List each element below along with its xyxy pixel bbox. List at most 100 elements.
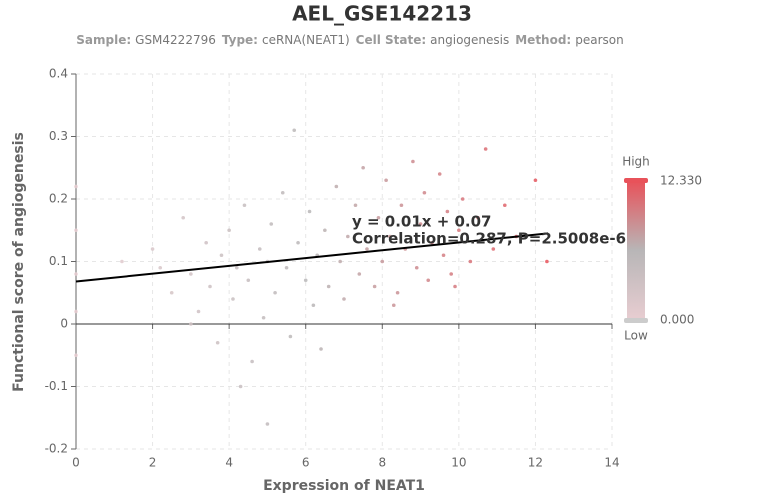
point [376,215,381,220]
point [457,228,461,233]
point [261,315,266,320]
subtitle-key: Method: [515,33,571,47]
y-tick-label: -0.2 [45,442,68,456]
point [533,178,538,183]
point [196,309,201,314]
x-tick-label: 12 [528,456,543,470]
point [246,278,251,283]
y-tick-label: 0.4 [49,67,68,81]
point [269,222,274,226]
point [503,203,507,208]
point [365,247,369,251]
legend-max: 12.330 [660,174,702,188]
point [418,222,423,226]
point [74,353,78,358]
x-tick-label: 10 [451,456,466,470]
point [150,247,155,251]
x-tick-label: 8 [378,456,386,470]
point [430,240,434,245]
point [411,159,415,164]
legend-low: Low [624,329,648,343]
chart-title: AEL_GSE142213 [292,2,472,26]
point [265,422,270,426]
point [307,209,312,214]
point [204,240,208,245]
point [296,240,300,245]
point [189,322,193,326]
point [208,284,212,289]
point [292,128,297,133]
point [361,165,365,170]
point [169,290,174,295]
point [380,259,385,264]
y-axis-label: Functional score of angiogenesis [11,132,27,392]
point [460,197,465,201]
x-tick-label: 0 [72,456,80,470]
point [414,265,419,270]
x-tick-label: 14 [604,456,619,470]
point [391,303,396,308]
point [323,228,327,233]
point [476,215,480,220]
legend-handle [624,318,648,323]
point [242,203,247,208]
point [468,259,473,264]
subtitle-key: Sample: [76,33,131,47]
point [319,347,323,351]
subtitle-value: pearson [575,33,624,47]
point [334,184,339,189]
legend-high: High [622,155,650,169]
point [326,284,331,289]
point [181,215,185,220]
point [280,190,285,195]
y-tick-label: 0 [60,317,68,331]
point [342,297,346,301]
point [257,247,262,251]
point [158,265,163,270]
point [357,272,362,276]
x-axis-label: Expression of NEAT1 [263,478,425,494]
annotation: Correlation=0.287, P=2.5008e-61 [352,230,637,248]
point [426,278,431,283]
point [231,297,235,301]
point [215,340,220,345]
fit-line [75,232,549,283]
point [235,265,239,270]
subtitle-key: Type: [222,33,258,47]
point [483,147,488,151]
y-tick-label: -0.1 [45,379,68,393]
point [384,178,388,183]
point [453,284,457,289]
point [491,247,496,251]
x-tick-label: 4 [225,456,233,470]
point [388,234,392,239]
x-tick-label: 2 [149,456,157,470]
point [372,284,377,289]
y-tick-label: 0.3 [49,129,68,143]
point [227,228,231,233]
point [353,203,358,208]
subtitle-value: GSM4222796 [135,33,216,47]
point [250,359,254,364]
annotation: y = 0.01x + 0.07 [352,213,492,231]
point [284,265,289,270]
point [311,303,316,308]
point [441,253,446,258]
point [346,234,350,239]
point [120,259,124,264]
point [437,172,442,176]
x-tick-label: 6 [302,456,310,470]
point [445,209,450,214]
point [273,290,277,295]
point [422,190,427,195]
point [338,259,342,264]
legend-handle [624,178,648,183]
point [238,384,243,389]
point [189,272,193,276]
point [399,203,404,208]
legend-min: 0.000 [660,313,694,327]
point [395,290,400,295]
point [74,184,78,189]
y-tick-label: 0.1 [49,254,68,268]
